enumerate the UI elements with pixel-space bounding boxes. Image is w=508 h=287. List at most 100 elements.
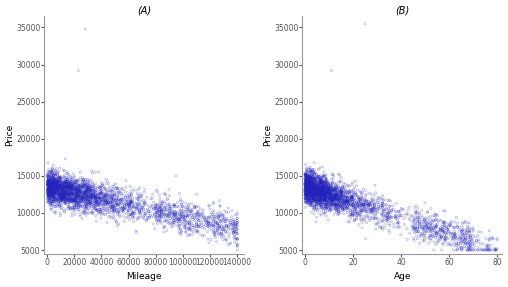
Point [309,196,317,201]
Point [47,207,55,212]
Point [343,198,351,203]
Point [168,209,176,213]
Point [348,195,357,200]
Point [54,181,62,186]
Point [400,216,408,221]
Point [325,186,333,191]
Point [421,237,429,242]
Point [232,222,240,226]
Point [101,200,109,205]
Point [398,213,406,218]
Point [47,178,55,182]
Point [105,190,113,195]
Point [82,188,90,193]
Point [68,184,76,189]
Point [326,198,334,203]
Point [462,244,470,249]
Point [450,232,458,237]
Point [321,198,329,202]
Point [468,248,477,252]
Point [301,179,309,183]
Point [421,218,429,222]
Point [49,192,57,197]
Point [339,188,347,193]
Point [302,187,310,192]
Point [61,200,69,205]
Point [123,199,131,204]
Point [233,237,241,241]
Point [352,208,360,212]
Point [67,189,75,193]
Point [158,216,166,220]
Point [185,226,193,230]
Point [312,186,320,190]
Point [315,191,323,195]
Point [92,208,101,213]
Point [450,236,458,241]
Point [162,205,170,209]
Point [106,210,114,215]
Point [43,189,51,193]
Point [305,187,313,192]
Point [302,198,310,202]
Point [80,201,88,205]
Point [91,195,99,199]
Point [311,195,319,200]
Point [343,199,351,203]
Point [221,219,229,224]
Point [81,209,89,214]
Point [374,217,383,222]
Point [304,185,312,189]
Point [167,204,175,208]
Point [345,207,354,212]
Point [192,221,200,225]
Point [306,185,314,190]
Point [106,196,114,201]
Point [224,206,232,210]
Point [57,184,65,188]
Point [209,219,217,224]
Point [67,174,75,179]
Point [103,200,111,204]
Point [124,208,133,213]
Point [102,203,110,208]
Point [311,170,320,175]
Point [302,183,310,187]
Point [178,204,186,209]
Point [307,170,315,174]
Point [340,202,348,207]
Point [157,212,166,216]
Point [54,185,62,190]
Point [304,173,312,177]
Point [121,207,129,212]
Point [378,210,387,214]
Point [71,205,79,210]
Point [340,206,348,211]
Point [64,188,72,192]
Point [141,198,149,203]
Point [165,202,173,206]
Point [150,214,158,219]
Point [328,198,336,203]
Point [353,217,361,221]
Point [306,186,314,191]
Point [313,196,321,201]
Point [55,186,64,191]
Point [102,193,110,198]
Point [207,237,215,242]
Point [73,205,81,210]
Point [467,233,475,238]
Point [62,188,71,192]
Point [96,196,104,201]
Point [306,169,314,173]
Point [112,220,120,225]
Point [333,198,341,202]
Point [173,216,181,221]
Point [398,207,406,211]
Point [209,217,217,222]
Point [75,187,83,191]
Point [383,216,391,221]
Point [216,204,225,209]
Point [69,184,77,188]
Point [307,193,315,198]
